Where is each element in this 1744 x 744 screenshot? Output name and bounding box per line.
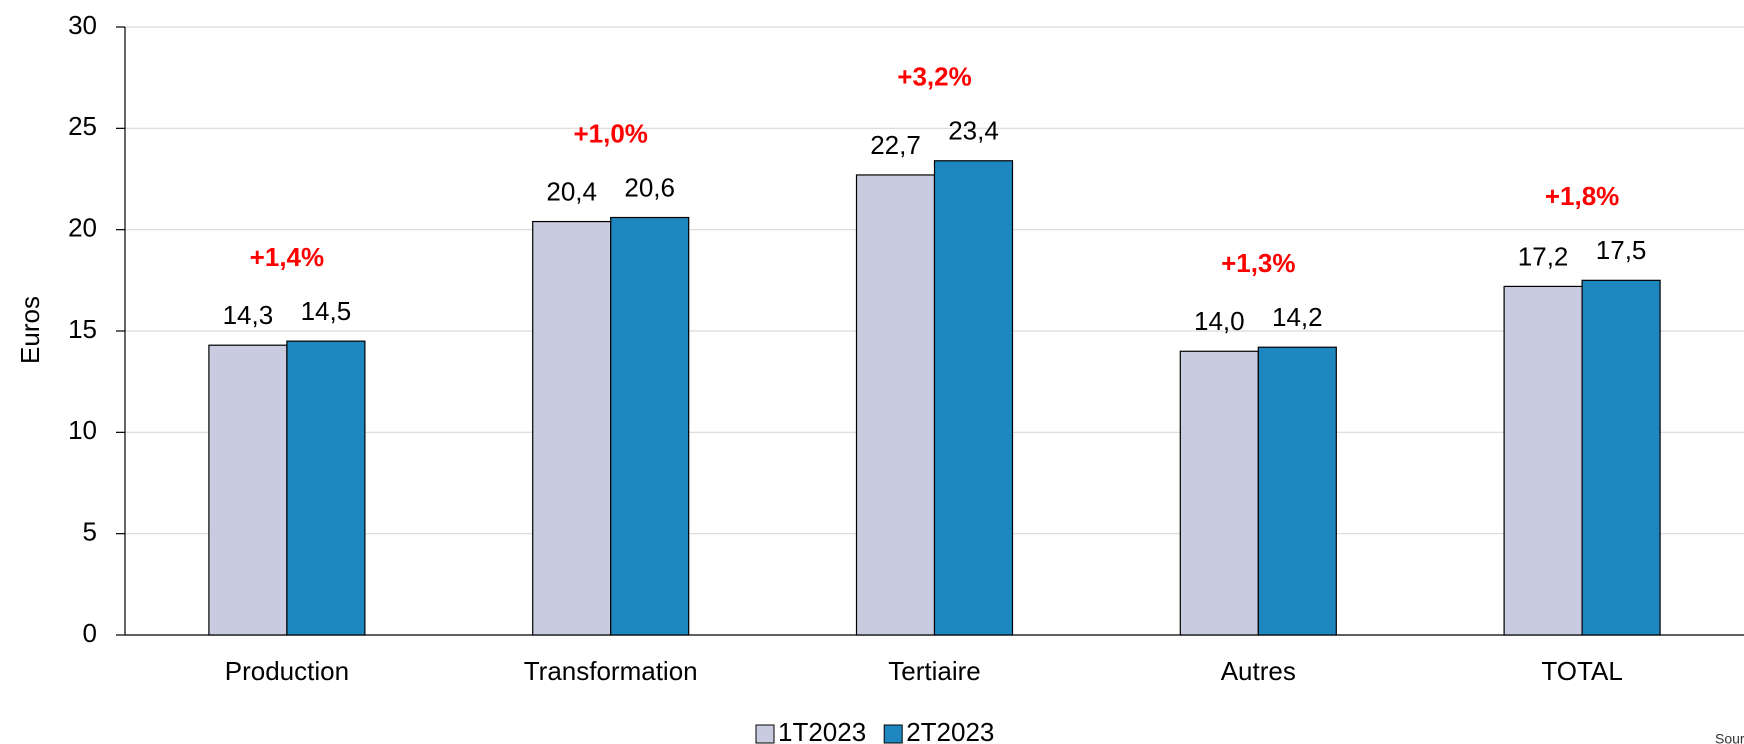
bar	[1503, 285, 1583, 636]
value-label: 14,0	[1194, 306, 1245, 336]
bar	[208, 344, 288, 636]
annotation: +3,2%	[897, 62, 971, 92]
y-tick-label: 25	[68, 111, 97, 141]
y-tick-label: 20	[68, 213, 97, 243]
bar	[610, 216, 690, 636]
bar	[1179, 350, 1259, 636]
value-label: 14,2	[1272, 302, 1323, 332]
annotation: +1,8%	[1545, 181, 1619, 211]
bar	[1581, 279, 1661, 636]
value-label: 17,2	[1518, 241, 1569, 271]
annotation: +1,4%	[250, 242, 324, 272]
legend-swatch	[883, 724, 903, 744]
x-tick-label: Autres	[1221, 656, 1296, 686]
annotation: +1,3%	[1221, 248, 1295, 278]
x-tick-label: TOTAL	[1541, 656, 1622, 686]
y-axis-label: Euros	[15, 296, 45, 364]
y-tick-label: 30	[68, 10, 97, 40]
y-tick-label: 15	[68, 314, 97, 344]
value-label: 17,5	[1596, 235, 1647, 265]
bar	[855, 174, 936, 636]
value-label: 23,4	[948, 116, 999, 146]
bar	[286, 340, 366, 636]
value-label: 14,3	[223, 300, 274, 330]
value-label: 14,5	[301, 296, 352, 326]
value-label: 22,7	[870, 130, 921, 160]
y-tick-label: 0	[83, 618, 97, 648]
bar	[1257, 346, 1337, 636]
bar	[933, 160, 1014, 636]
y-tick-label: 5	[83, 517, 97, 547]
x-tick-label: Tertiaire	[888, 656, 980, 686]
x-tick-label: Production	[225, 656, 349, 686]
value-label: 20,6	[624, 172, 675, 202]
bar	[532, 220, 612, 636]
annotation: +1,0%	[573, 118, 647, 148]
y-tick-label: 10	[68, 415, 97, 445]
source: Source: MSA	[1715, 731, 1744, 744]
x-tick-label: Transformation	[524, 656, 698, 686]
legend-label: 1T2023	[778, 717, 866, 744]
legend-swatch	[755, 724, 775, 744]
value-label: 20,4	[546, 176, 597, 206]
legend-label: 2T2023	[906, 717, 994, 744]
